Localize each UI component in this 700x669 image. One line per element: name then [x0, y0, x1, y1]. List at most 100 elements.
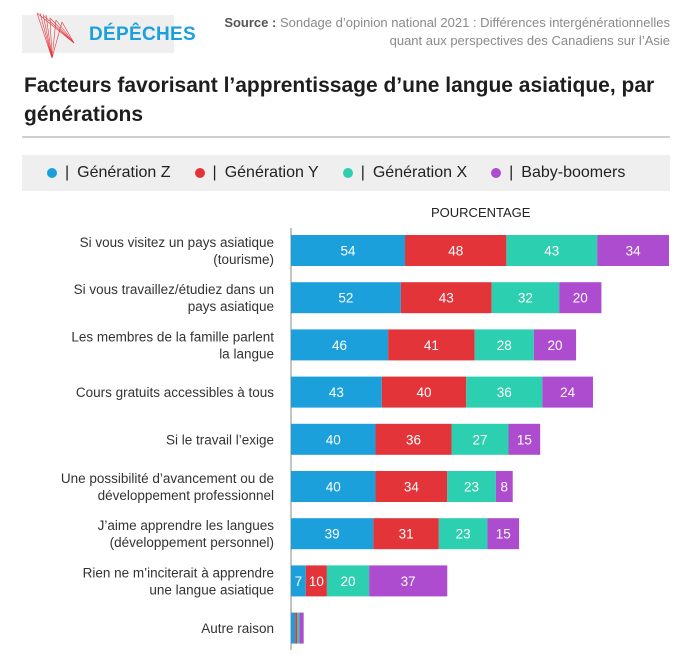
- value-label: 40: [417, 385, 432, 400]
- bar-segment: [381, 376, 467, 408]
- value-label: 36: [497, 385, 512, 400]
- value-label: 41: [424, 338, 439, 353]
- value-label: 32: [518, 291, 533, 306]
- bar-segment: [373, 518, 439, 550]
- bar-segment: [542, 376, 593, 408]
- category-label: Autre raison: [201, 621, 274, 636]
- bar-segment: [597, 235, 669, 266]
- bar-segment: [559, 282, 602, 314]
- bar-segment: [291, 282, 401, 314]
- value-label: 48: [448, 244, 463, 259]
- bar-segment: [291, 376, 382, 408]
- value-label: 10: [309, 574, 324, 589]
- bar-segment: [291, 518, 374, 550]
- value-label: 37: [401, 574, 416, 589]
- value-label: 15: [517, 432, 532, 447]
- value-label: 7: [295, 574, 303, 589]
- legend-separator: |: [65, 164, 70, 181]
- bar-segment: [400, 282, 492, 314]
- bar-segment: [495, 471, 513, 502]
- value-label: 27: [472, 432, 487, 447]
- legend-label: Génération Z: [77, 164, 171, 181]
- bar-segment: [487, 518, 520, 550]
- source-text-line1: Sondage d’opinion national 2021 : Différ…: [279, 15, 670, 30]
- value-label: 20: [547, 338, 562, 353]
- bar-segment: [291, 565, 306, 597]
- value-label: 20: [573, 291, 588, 306]
- category-label: Si vous visitez un pays asiatique (touris…: [80, 235, 274, 267]
- bar-segment: [405, 235, 507, 266]
- legend-separator: |: [360, 164, 365, 181]
- x-axis-title: POURCENTAGE: [431, 205, 531, 220]
- source-label: Source :: [224, 15, 277, 30]
- bar-segment: [291, 329, 389, 361]
- category-label: Si le travail l’exige: [166, 432, 274, 447]
- legend-item-3: | Baby-boomers: [491, 164, 625, 182]
- legend: | Génération Z | Génération Y | Génération X |…: [22, 155, 670, 191]
- logo-text: DÉPÊCHES: [89, 24, 196, 45]
- value-label: 8: [501, 480, 509, 495]
- bar-segment: [291, 471, 376, 502]
- legend-item-2: | Génération X: [342, 164, 468, 182]
- legend-item-0: | Génération Z: [47, 164, 171, 182]
- legend-label: Génération X: [372, 164, 468, 181]
- bar-segment: [491, 282, 560, 314]
- bar-segment: [305, 565, 327, 597]
- red-line-fan-logo-icon: [36, 13, 75, 59]
- legend-dot-icon: [194, 168, 205, 178]
- value-label: 52: [338, 291, 353, 306]
- value-label: 54: [341, 244, 357, 259]
- value-label: 43: [439, 291, 454, 306]
- category-label: Rien ne m’inciterait à apprendre une lang…: [83, 565, 274, 597]
- bar-segment: [533, 329, 577, 361]
- value-label: 34: [404, 480, 420, 495]
- legend-dot-icon: [47, 168, 57, 178]
- value-label: 34: [626, 244, 642, 259]
- bar-segment: [291, 423, 376, 455]
- bar-segment: [375, 423, 452, 455]
- bar-segment: [291, 612, 296, 644]
- bar-segment: [388, 329, 475, 361]
- value-label: 15: [496, 527, 511, 542]
- legend-label: Génération Y: [224, 164, 319, 181]
- bar-segment: [375, 471, 448, 502]
- value-label: 31: [399, 527, 414, 542]
- value-label: 40: [326, 480, 341, 495]
- chart-title: Facteurs favorisant l’apprentissage d’un…: [24, 74, 655, 126]
- bar-segment: [508, 423, 541, 455]
- value-label: 40: [326, 432, 341, 447]
- value-label: 28: [497, 338, 512, 353]
- value-label: 24: [560, 385, 576, 400]
- value-label: 39: [325, 527, 340, 542]
- bar-segment: [451, 423, 509, 455]
- bar-segment: [447, 471, 496, 502]
- legend-separator: |: [212, 164, 217, 181]
- bar-segment: [295, 612, 298, 644]
- value-label: 43: [544, 244, 559, 259]
- bar-segment: [369, 565, 448, 597]
- value-label: 36: [406, 432, 421, 447]
- legend-item-1: | Génération Y: [194, 164, 319, 182]
- bar-segment: [291, 235, 406, 266]
- value-label: 23: [456, 527, 471, 542]
- logo-banner: DÉPÊCHES: [22, 13, 196, 59]
- category-label: Une possibilité d’avancement ou de dévelo…: [61, 471, 274, 503]
- category-label: Si vous travaillez/étudiez dans un pays a…: [74, 282, 274, 314]
- source-text-line2: quant aux perspectives des Canadiens sur…: [389, 33, 670, 48]
- category-label: Cours gratuits accessibles à tous: [76, 385, 274, 400]
- value-label: 23: [464, 480, 479, 495]
- category-label: J’aime apprendre les langues (développeme…: [98, 518, 275, 550]
- legend-separator: |: [509, 164, 514, 181]
- bar-segment: [438, 518, 488, 550]
- bar-segment: [466, 376, 543, 408]
- source-note: Source : Sondage d’opinion national 2021…: [210, 14, 670, 50]
- bar-segment: [326, 565, 370, 597]
- bar-segment: [506, 235, 598, 266]
- bar-segment: [299, 612, 304, 644]
- category-label: Les membres de la famille parlent la lang…: [71, 329, 274, 361]
- value-label: 20: [341, 574, 356, 589]
- bar-segment: [297, 612, 300, 644]
- value-label: 46: [332, 338, 347, 353]
- legend-dot-icon: [342, 168, 353, 178]
- legend-label: Baby-boomers: [521, 164, 626, 181]
